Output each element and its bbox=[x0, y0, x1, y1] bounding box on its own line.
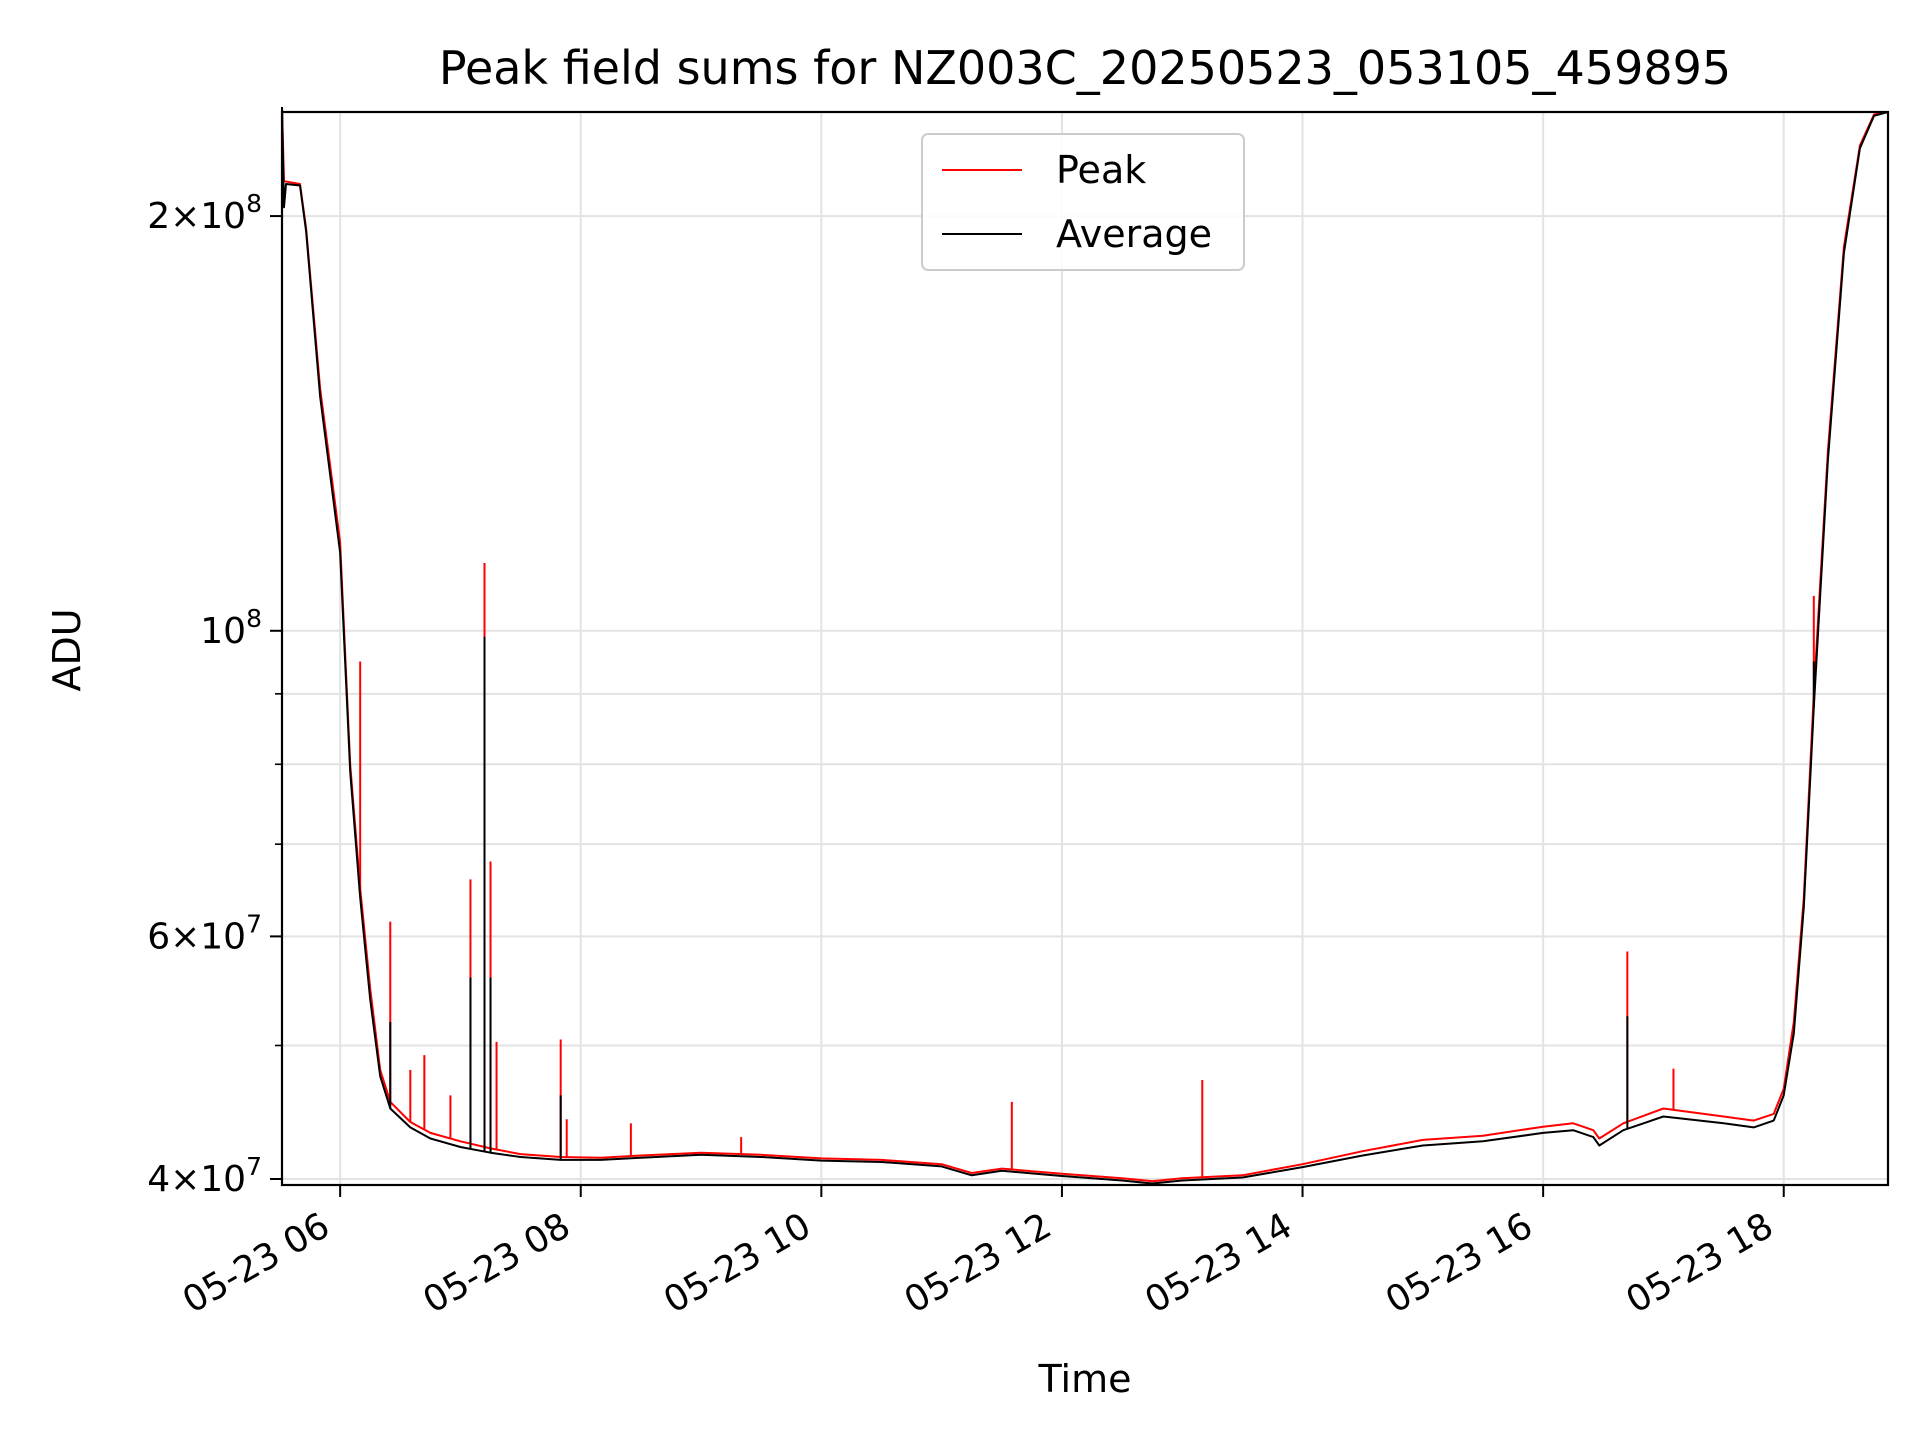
y-tick-label: 2×108 bbox=[147, 189, 262, 237]
series-average-line bbox=[281, 106, 1889, 1185]
plot-area bbox=[281, 106, 1889, 1185]
series-peak-line bbox=[281, 106, 1889, 1183]
y-tick-label: 4×107 bbox=[147, 1152, 262, 1200]
chart-title: Peak field sums for NZ003C_20250523_0531… bbox=[439, 41, 1731, 95]
x-axis-label: Time bbox=[1038, 1357, 1132, 1401]
axes-frame bbox=[280, 110, 1890, 1187]
legend-average-label: Average bbox=[1056, 212, 1212, 256]
legend: Peak Average bbox=[921, 133, 1245, 271]
y-tick-label: 108 bbox=[200, 604, 262, 652]
legend-peak-label: Peak bbox=[1056, 148, 1146, 192]
y-axis-label: ADU bbox=[45, 608, 89, 691]
legend-box bbox=[921, 133, 1245, 271]
y-tick-label: 6×107 bbox=[147, 909, 262, 957]
